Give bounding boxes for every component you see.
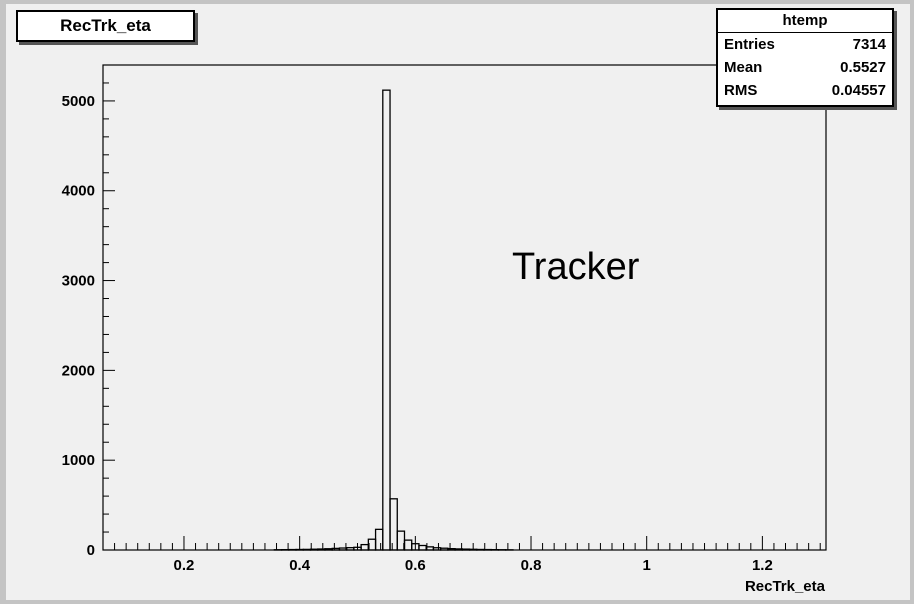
stats-row-entries: Entries 7314	[718, 33, 892, 56]
x-tick-label-0: 0.2	[174, 557, 195, 574]
x-tick-label-3: 0.8	[521, 557, 542, 574]
stats-value-entries: 7314	[852, 36, 886, 53]
stats-label-entries: Entries	[724, 36, 775, 53]
x-tick-label-4: 1	[643, 557, 651, 574]
annotation-text: Tracker	[512, 246, 640, 288]
stats-value-rms: 0.04557	[831, 82, 886, 99]
ticks-layer: 0 1000 2000 3000 4000 5000 0.2 0.4 0.6 0.8 1 1.2	[62, 64, 821, 574]
axes-layer	[102, 64, 827, 551]
y-tick-label-2: 2000	[62, 362, 95, 379]
x-tick-label-5: 1.2	[752, 557, 773, 574]
stats-label-mean: Mean	[724, 59, 763, 76]
x-tick-label-2: 0.6	[405, 557, 426, 574]
histogram-bin-6	[317, 548, 326, 551]
chart-title: RecTrk_eta	[16, 10, 195, 42]
histogram-bin-28	[476, 548, 485, 551]
stats-box-name: htemp	[718, 10, 892, 33]
stats-row-rms: RMS 0.04557	[718, 79, 892, 102]
x-axis-label: RecTrk_eta	[745, 578, 826, 595]
y-tick-label-3: 3000	[62, 273, 95, 290]
histogram-bin-16	[389, 498, 398, 551]
stats-label-rms: RMS	[724, 82, 758, 99]
plot-area-frame	[102, 64, 827, 551]
histogram-bin-4	[302, 548, 312, 551]
x-tick-label-1: 0.4	[289, 557, 311, 574]
histogram-bin-26	[461, 548, 471, 551]
histogram-bin-15	[382, 89, 391, 551]
stats-value-mean: 0.5527	[840, 59, 886, 76]
y-tick-label-0: 0	[87, 542, 95, 559]
stats-row-mean: Mean 0.5527	[718, 56, 892, 79]
y-tick-label-4: 4000	[62, 183, 95, 200]
stats-box: htemp Entries 7314 Mean 0.5527 RMS 0.045…	[716, 8, 894, 107]
histogram-bin-7	[324, 548, 333, 551]
y-tick-label-5: 5000	[62, 93, 95, 110]
y-tick-label-1: 1000	[62, 452, 95, 469]
